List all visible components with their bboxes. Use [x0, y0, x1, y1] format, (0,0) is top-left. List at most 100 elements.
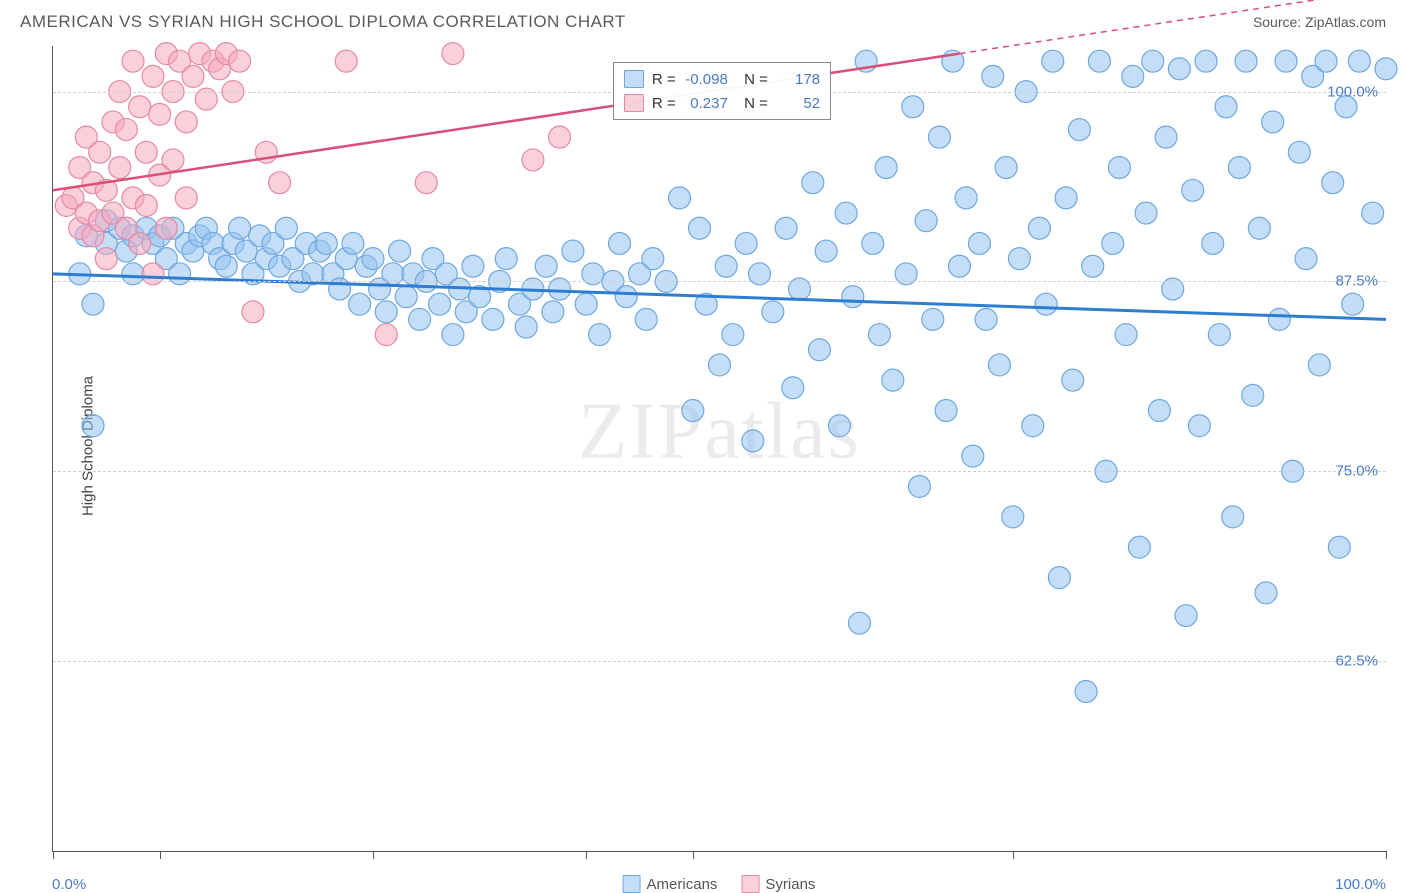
data-point — [1262, 111, 1284, 133]
data-point — [1248, 217, 1270, 239]
data-point — [1102, 232, 1124, 254]
data-point — [1155, 126, 1177, 148]
data-point — [409, 308, 431, 330]
data-point — [1275, 50, 1297, 72]
data-point — [1142, 50, 1164, 72]
data-point — [162, 149, 184, 171]
data-point — [775, 217, 797, 239]
data-point — [442, 324, 464, 346]
data-point — [269, 172, 291, 194]
data-point — [948, 255, 970, 277]
data-point — [1242, 384, 1264, 406]
data-point — [175, 187, 197, 209]
data-point — [82, 415, 104, 437]
correlation-box: R = -0.098 N = 178R = 0.237 N = 52 — [613, 62, 831, 120]
correlation-row: R = -0.098 N = 178 — [624, 67, 820, 91]
data-point — [808, 339, 830, 361]
x-tick — [373, 851, 374, 859]
data-point — [342, 232, 364, 254]
data-point — [1195, 50, 1217, 72]
corr-r-label: R = 0.237 — [652, 95, 728, 112]
corr-n-label: N = 178 — [736, 71, 820, 88]
data-point — [1008, 248, 1030, 270]
data-point — [815, 240, 837, 262]
data-point — [689, 217, 711, 239]
data-point — [1148, 400, 1170, 422]
data-point — [1182, 179, 1204, 201]
data-point — [1115, 324, 1137, 346]
y-tick-label: 75.0% — [1335, 463, 1378, 480]
data-point — [155, 217, 177, 239]
data-point — [868, 324, 890, 346]
data-point — [442, 43, 464, 65]
data-point — [1188, 415, 1210, 437]
data-point — [549, 126, 571, 148]
x-tick — [53, 851, 54, 859]
data-point — [848, 612, 870, 634]
chart-title: AMERICAN VS SYRIAN HIGH SCHOOL DIPLOMA C… — [20, 12, 626, 32]
data-point — [1128, 536, 1150, 558]
data-point — [1228, 157, 1250, 179]
data-point — [615, 286, 637, 308]
data-point — [1268, 308, 1290, 330]
data-point — [1082, 255, 1104, 277]
data-point — [495, 248, 517, 270]
data-point — [1235, 50, 1257, 72]
data-point — [1288, 141, 1310, 163]
data-point — [669, 187, 691, 209]
data-point — [1028, 217, 1050, 239]
data-point — [1088, 50, 1110, 72]
data-point — [1068, 119, 1090, 141]
data-point — [1375, 58, 1397, 80]
data-point — [642, 248, 664, 270]
x-tick — [693, 851, 694, 859]
data-point — [562, 240, 584, 262]
data-point — [802, 172, 824, 194]
data-point — [109, 157, 131, 179]
data-point — [842, 286, 864, 308]
data-point — [828, 415, 850, 437]
data-point — [682, 400, 704, 422]
data-point — [375, 324, 397, 346]
chart-header: AMERICAN VS SYRIAN HIGH SCHOOL DIPLOMA C… — [0, 0, 1406, 42]
data-point — [1055, 187, 1077, 209]
data-point — [482, 308, 504, 330]
x-axis-min-label: 0.0% — [52, 876, 86, 893]
data-point — [922, 308, 944, 330]
gridline — [53, 661, 1386, 662]
data-point — [129, 96, 151, 118]
data-point — [542, 301, 564, 323]
data-point — [968, 232, 990, 254]
data-point — [149, 103, 171, 125]
data-point — [389, 240, 411, 262]
data-point — [882, 369, 904, 391]
data-point — [1362, 202, 1384, 224]
data-point — [782, 377, 804, 399]
x-tick — [160, 851, 161, 859]
data-point — [982, 65, 1004, 87]
data-point — [862, 232, 884, 254]
data-point — [995, 157, 1017, 179]
data-point — [395, 286, 417, 308]
y-tick-label: 100.0% — [1327, 83, 1378, 100]
data-point — [375, 301, 397, 323]
data-point — [709, 354, 731, 376]
data-point — [1222, 506, 1244, 528]
data-point — [1075, 681, 1097, 703]
data-point — [1168, 58, 1190, 80]
data-point — [735, 232, 757, 254]
x-tick — [586, 851, 587, 859]
data-point — [215, 255, 237, 277]
data-point — [975, 308, 997, 330]
data-point — [955, 187, 977, 209]
corr-swatch — [624, 70, 644, 88]
data-point — [1308, 354, 1330, 376]
data-point — [1002, 506, 1024, 528]
data-point — [609, 232, 631, 254]
data-point — [229, 217, 251, 239]
data-point — [915, 210, 937, 232]
data-point — [335, 50, 357, 72]
data-point — [1062, 369, 1084, 391]
legend-label-americans: Americans — [647, 876, 718, 893]
x-tick — [1013, 851, 1014, 859]
